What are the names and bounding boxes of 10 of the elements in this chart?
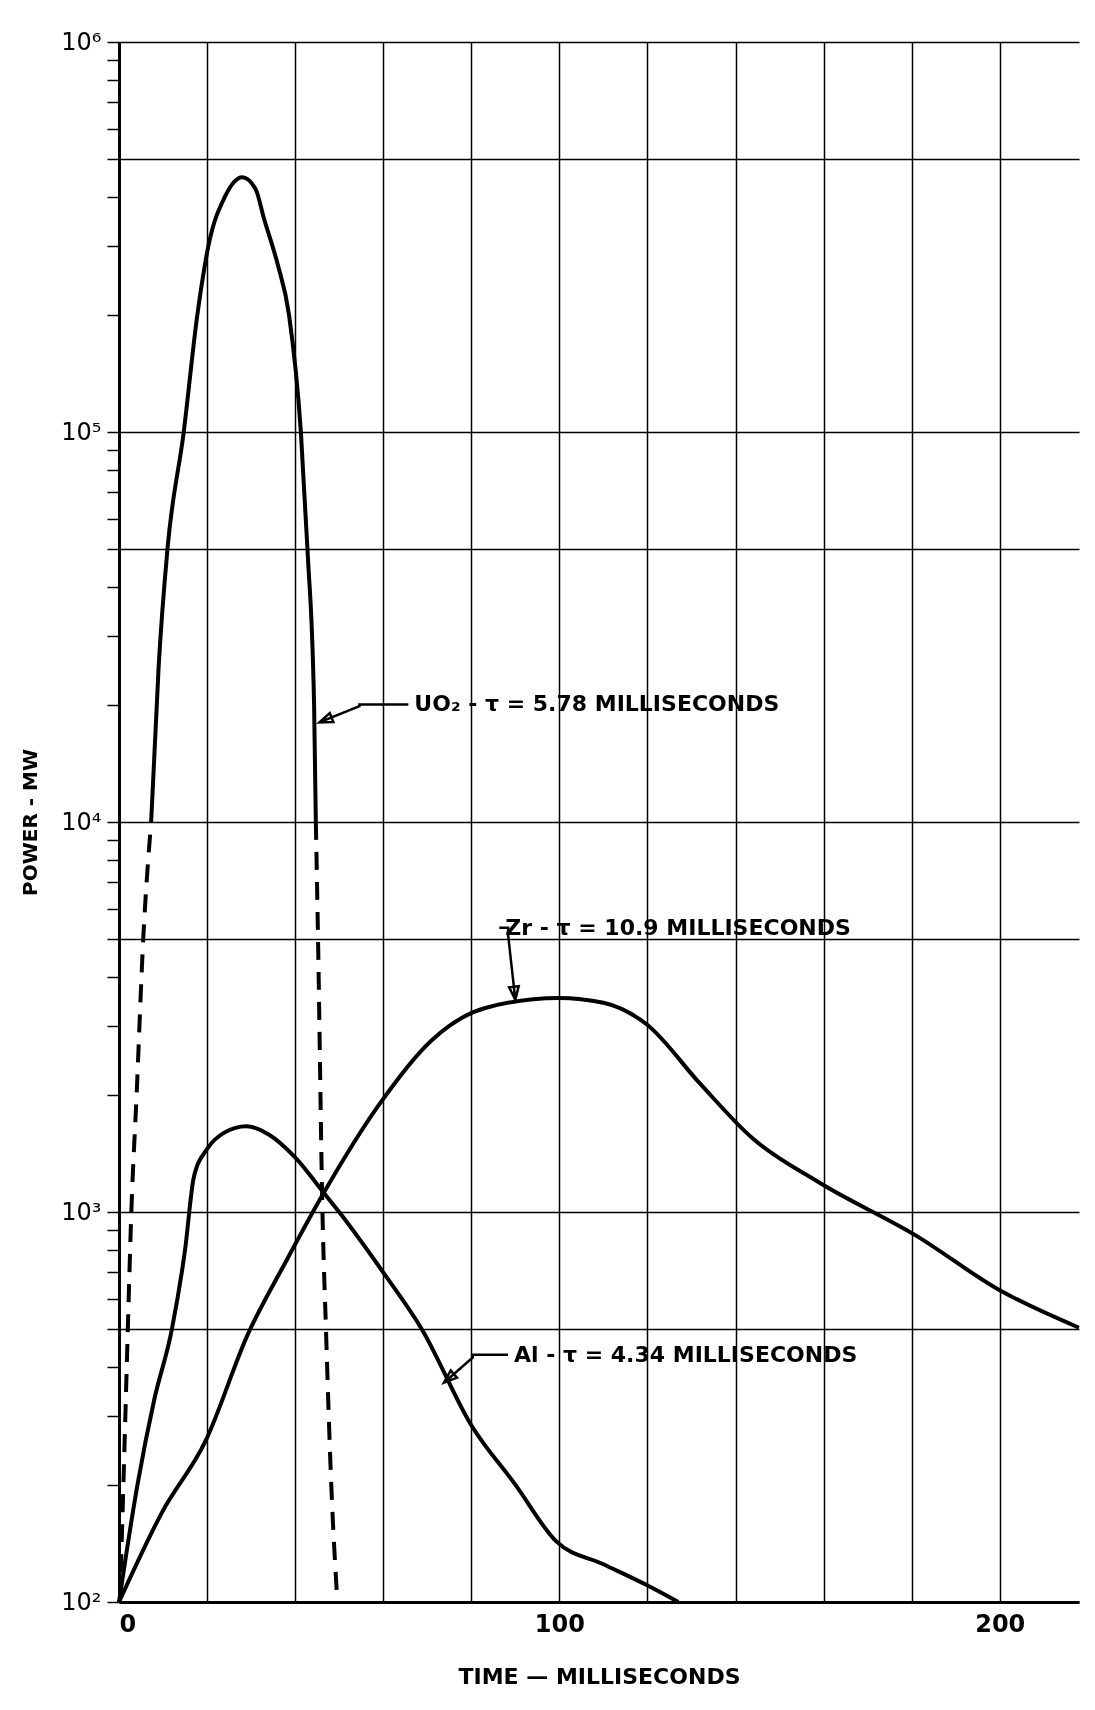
x-tick-label: 100 [534, 1609, 585, 1638]
y-tick-label: 10⁴ [61, 807, 102, 836]
y-tick-label: 10⁵ [61, 417, 102, 446]
x-tick-label: 200 [975, 1609, 1026, 1638]
x-axis-title: TIME — MILLISECONDS [458, 1663, 741, 1689]
y-tick-label: 10² [61, 1587, 102, 1616]
y-tick-label: 10³ [61, 1197, 102, 1226]
y-tick-label: 10⁶ [61, 27, 102, 56]
y-axis-title: POWER - MW [18, 749, 43, 896]
x-tick-label: 0 [119, 1609, 137, 1638]
